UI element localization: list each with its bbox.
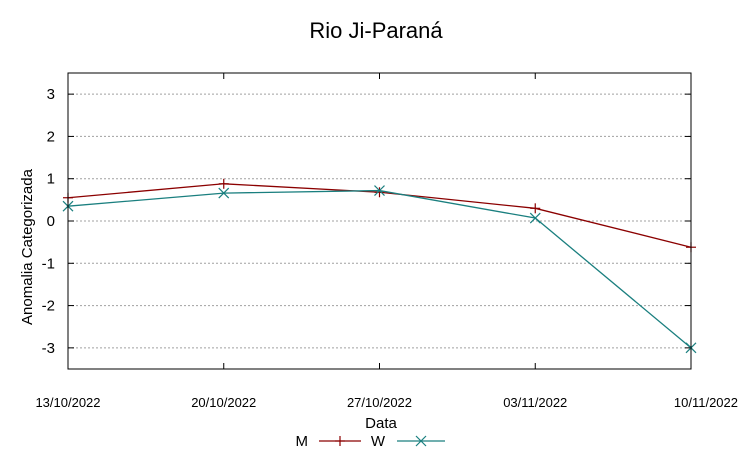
y-tick-label: -1 [42, 255, 55, 272]
legend-entry: W [371, 433, 445, 450]
data-point [374, 187, 385, 198]
x-tick-label: 27/10/2022 [347, 395, 412, 410]
data-point [530, 203, 541, 214]
y-tick-label: 2 [47, 128, 55, 145]
legend-entry: M [296, 433, 361, 450]
x-tick-label: 20/10/2022 [191, 395, 256, 410]
y-axis-ticks: 3 2 1 0 -1 -2 -3 [42, 86, 691, 357]
y-axis-label: Anomalia Categorizada [19, 168, 36, 325]
legend-label: M [296, 433, 309, 450]
plot-frame [67, 72, 692, 370]
series-W [62, 185, 697, 354]
y-tick-label: 3 [47, 86, 55, 103]
y-tick-label: -3 [42, 340, 55, 357]
x-tick-label: 13/10/2022 [35, 395, 100, 410]
legend-marker [415, 435, 427, 447]
data-point [218, 178, 229, 189]
chart-title: Rio Ji-Paraná [309, 18, 443, 43]
y-tick-label: -2 [42, 298, 55, 315]
data-point [374, 185, 385, 196]
x-tick-label: 10/11/2022 [674, 395, 738, 410]
series-line [67, 189, 692, 349]
legend-label: W [371, 433, 386, 450]
series-layer [62, 178, 697, 354]
x-axis-ticks: 13/10/2022 20/10/2022 27/10/2022 03/11/2022… [35, 73, 738, 410]
x-tick-label: 03/11/2022 [503, 395, 567, 410]
x-axis-label: Data [365, 415, 397, 432]
legend-marker [335, 436, 345, 446]
grid [68, 93, 691, 349]
y-tick-label: 0 [47, 213, 55, 230]
y-tick-label: 1 [47, 171, 55, 188]
data-point [218, 187, 230, 199]
data-point [529, 212, 541, 224]
